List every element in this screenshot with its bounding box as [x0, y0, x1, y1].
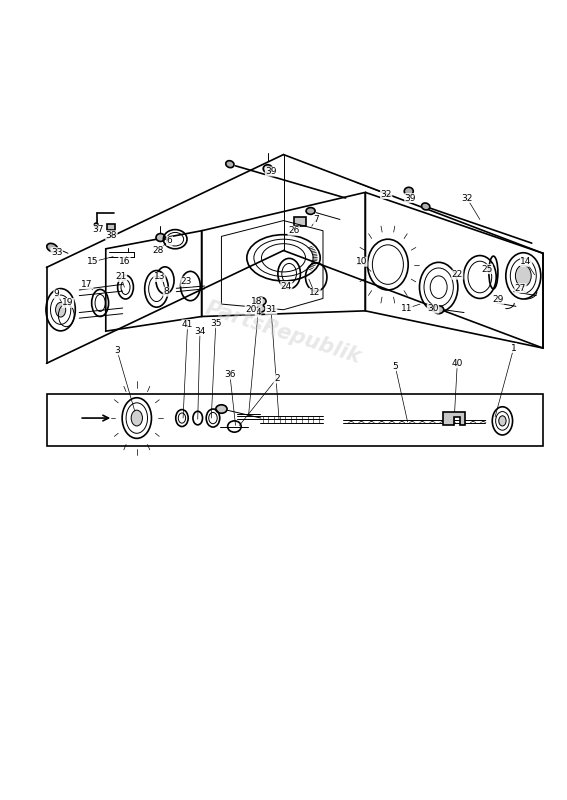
- Ellipse shape: [515, 265, 531, 286]
- Ellipse shape: [499, 416, 506, 426]
- Ellipse shape: [131, 410, 142, 426]
- Text: 18: 18: [251, 298, 262, 306]
- Ellipse shape: [226, 161, 234, 168]
- Text: 33: 33: [51, 248, 62, 257]
- Text: 38: 38: [105, 230, 117, 240]
- Text: 32: 32: [461, 194, 472, 202]
- Polygon shape: [443, 413, 465, 425]
- Text: 10: 10: [356, 258, 367, 266]
- Text: 9: 9: [54, 290, 60, 298]
- Ellipse shape: [256, 298, 266, 306]
- Text: 19: 19: [62, 298, 74, 307]
- Text: 14: 14: [521, 258, 532, 266]
- Text: 35: 35: [210, 318, 222, 328]
- Text: 40: 40: [451, 359, 463, 368]
- Text: 37: 37: [92, 225, 104, 234]
- Ellipse shape: [306, 208, 315, 214]
- Text: 34: 34: [194, 326, 206, 336]
- Text: 3: 3: [114, 346, 120, 355]
- Ellipse shape: [404, 187, 413, 195]
- Ellipse shape: [56, 302, 66, 317]
- Text: 27: 27: [515, 284, 526, 293]
- Text: 4: 4: [255, 308, 261, 317]
- Text: 41: 41: [182, 320, 193, 329]
- Text: 12: 12: [309, 288, 320, 298]
- Ellipse shape: [156, 234, 165, 242]
- Text: 23: 23: [181, 277, 192, 286]
- Text: 8: 8: [163, 287, 169, 296]
- Text: 6: 6: [167, 236, 172, 246]
- Ellipse shape: [421, 203, 430, 210]
- Text: 32: 32: [380, 190, 392, 198]
- Text: 25: 25: [481, 265, 492, 274]
- Text: 17: 17: [82, 280, 93, 289]
- Text: 16: 16: [119, 258, 130, 266]
- Text: 22: 22: [452, 270, 463, 279]
- Text: 7: 7: [314, 215, 319, 224]
- Text: 2: 2: [274, 374, 280, 383]
- Text: 13: 13: [154, 273, 165, 282]
- Ellipse shape: [47, 243, 57, 252]
- Text: 11: 11: [401, 304, 412, 313]
- Text: 15: 15: [87, 258, 99, 266]
- Text: 21: 21: [115, 273, 126, 282]
- Ellipse shape: [257, 306, 265, 312]
- Text: 39: 39: [405, 194, 416, 202]
- Text: 39: 39: [265, 167, 277, 176]
- Text: 20: 20: [245, 306, 256, 314]
- Text: 36: 36: [224, 370, 236, 379]
- Text: 5: 5: [392, 362, 398, 370]
- Text: 1: 1: [511, 343, 517, 353]
- Ellipse shape: [263, 165, 272, 173]
- Ellipse shape: [94, 223, 98, 227]
- FancyBboxPatch shape: [294, 217, 306, 226]
- FancyBboxPatch shape: [108, 224, 115, 230]
- Text: 28: 28: [153, 246, 164, 255]
- Text: 31: 31: [265, 306, 277, 314]
- Text: 30: 30: [428, 304, 439, 313]
- Text: PartsRepublik: PartsRepublik: [203, 298, 364, 367]
- Text: 29: 29: [492, 295, 503, 304]
- Text: 24: 24: [281, 282, 292, 290]
- Text: 26: 26: [288, 226, 299, 235]
- Ellipse shape: [216, 405, 227, 414]
- Ellipse shape: [434, 306, 444, 314]
